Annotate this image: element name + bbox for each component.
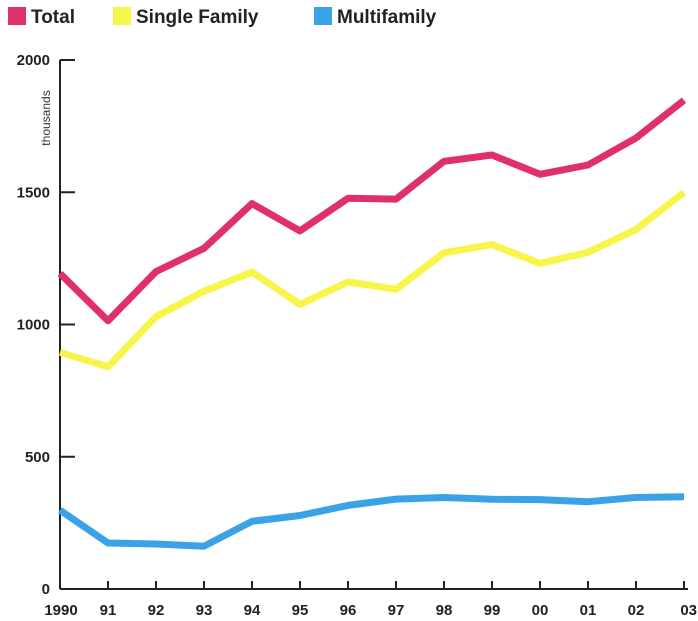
series-line-0 (57, 97, 687, 325)
x-tick-label-8: 98 (436, 602, 453, 619)
x-tick-label-10: 00 (532, 602, 549, 619)
x-tick-label-2: 92 (148, 602, 165, 619)
legend-swatch-2 (314, 7, 332, 25)
legend-label-1: Single Family (136, 7, 259, 28)
legend-swatch-0 (8, 7, 26, 25)
y-axis-label: thousands (39, 90, 53, 145)
y-tick-label-0: 0 (42, 581, 50, 598)
x-tick-label-7: 97 (388, 602, 405, 619)
y-tick-label-1: 500 (25, 449, 50, 466)
y-tick-label-4: 2000 (17, 52, 50, 69)
x-tick-label-13: 03 (680, 602, 697, 619)
y-axis: 0 500 1000 1500 2000 (17, 52, 75, 598)
series-line-1 (58, 189, 687, 371)
x-tick-label-0: 1990 (44, 602, 77, 619)
x-tick-label-9: 99 (484, 602, 501, 619)
series-line-2 (58, 493, 685, 550)
x-tick-label-4: 94 (244, 602, 261, 619)
x-axis: 1990 91 92 93 94 95 96 97 98 99 00 01 02 03 (44, 581, 697, 619)
y-tick-label-2: 1000 (17, 317, 50, 334)
y-tick-label-3: 1500 (17, 184, 50, 201)
x-tick-label-1: 91 (100, 602, 117, 619)
legend-label-2: Multifamily (337, 7, 437, 28)
legend-swatch-1 (113, 7, 131, 25)
x-tick-label-12: 02 (628, 602, 645, 619)
series-lines (57, 97, 687, 550)
legend-label-0: Total (31, 7, 75, 28)
x-tick-label-5: 95 (292, 602, 309, 619)
x-tick-label-11: 01 (580, 602, 597, 619)
x-tick-label-6: 96 (340, 602, 357, 619)
legend: Total Single Family Multifamily (8, 7, 437, 28)
x-tick-label-3: 93 (196, 602, 213, 619)
